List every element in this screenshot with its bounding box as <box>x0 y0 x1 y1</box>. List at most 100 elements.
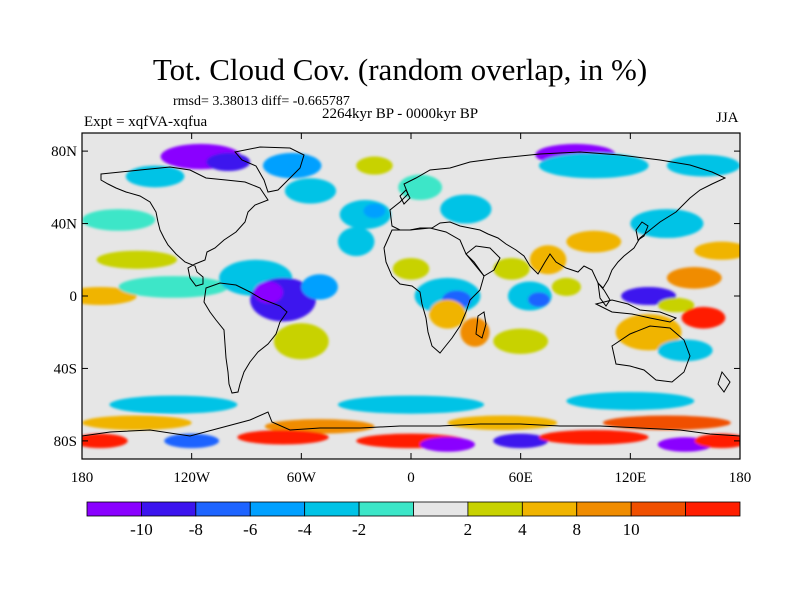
anomaly-region-23 <box>337 227 375 257</box>
anomaly-region-15 <box>96 250 178 269</box>
coast-south-america <box>203 282 288 394</box>
anomaly-region-31 <box>527 292 550 307</box>
x-tick-label: 0 <box>407 470 415 486</box>
anomaly-region-50 <box>602 415 731 431</box>
anomaly-region-51 <box>82 433 128 449</box>
colorbar-label: -4 <box>298 520 313 539</box>
colorbar-label: -8 <box>189 520 203 539</box>
coast-japan <box>635 221 649 241</box>
anomaly-region-24 <box>392 257 430 280</box>
anomaly-region-46 <box>566 391 695 411</box>
season-label: JJA <box>716 110 739 126</box>
anomaly-region-52 <box>164 433 220 449</box>
colorbar-swatch-8 <box>467 501 523 517</box>
anomaly-region-16 <box>82 286 137 306</box>
anomaly-region-59 <box>694 433 740 449</box>
colorbar-swatch-5 <box>304 501 360 517</box>
anomaly-region-27 <box>460 317 490 347</box>
anomaly-region-56 <box>493 433 549 449</box>
anomaly-region-34 <box>493 328 549 354</box>
anomaly-region-28 <box>429 299 466 329</box>
colorbar-swatch-6 <box>358 501 414 517</box>
anomaly-region-57 <box>538 430 649 445</box>
coast-arabia <box>465 245 501 277</box>
colorbar-label: 4 <box>518 520 527 539</box>
colorbar-swatch-1 <box>86 501 142 517</box>
colorbar-swatch-3 <box>195 501 251 517</box>
anomaly-region-42 <box>615 314 682 351</box>
coast-indonesia <box>594 299 678 323</box>
colorbar-swatch-2 <box>141 501 197 517</box>
colorbar-label: -6 <box>243 520 257 539</box>
anomaly-region-41 <box>681 306 726 329</box>
coast-britain <box>399 189 411 205</box>
anomaly-region-14 <box>82 209 156 231</box>
coast-eurasia <box>389 151 727 289</box>
colorbar-swatch-11 <box>630 501 686 517</box>
anomaly-region-45 <box>337 395 485 414</box>
anomaly-region-55 <box>420 437 475 452</box>
coast-new-zealand <box>717 370 731 393</box>
x-tick-label: 60W <box>287 470 317 486</box>
colorbar-swatch-12 <box>685 501 741 517</box>
anomaly-region-2 <box>206 152 251 172</box>
coast-madagascar <box>475 311 487 339</box>
anomaly-region-33 <box>551 277 581 297</box>
anomaly-region-32 <box>529 245 567 275</box>
anomaly-region-13 <box>398 174 443 201</box>
anomaly-region-21 <box>301 274 338 300</box>
coast-indochina <box>597 281 611 307</box>
x-tick-label: 180 <box>729 470 752 486</box>
colorbar-label: -10 <box>130 520 153 539</box>
anomaly-region-20 <box>253 281 284 304</box>
anomaly-region-53 <box>237 430 329 445</box>
anomaly-region-17 <box>118 276 229 298</box>
anomaly-region-10 <box>538 152 649 179</box>
coast-africa <box>383 227 485 354</box>
colorbar-label: 10 <box>623 520 640 539</box>
plot-title: Tot. Cloud Cov. (random overlap, in %) <box>152 52 648 87</box>
anomaly-region-40 <box>657 297 695 313</box>
anomaly-region-8 <box>440 194 492 224</box>
y-tick-label: 80N <box>51 144 77 160</box>
anomaly-region-11 <box>666 154 740 177</box>
x-tick-label: 120E <box>614 470 646 486</box>
coastlines <box>82 146 740 437</box>
x-tick-label: 120W <box>173 470 211 486</box>
x-tick-label: 180 <box>71 470 94 486</box>
anomaly-region-29 <box>493 257 530 280</box>
longitude-axis: 180 120W 60W 0 60E 120E 180 <box>71 133 752 486</box>
anomaly-region-5 <box>284 178 337 204</box>
anomaly-region-49 <box>447 415 558 431</box>
anomaly-region-35 <box>566 230 622 253</box>
coast-australia <box>611 325 691 383</box>
anomaly-region-12 <box>356 156 393 175</box>
colorbar-label: 8 <box>573 520 582 539</box>
anomaly-region-3 <box>262 152 322 179</box>
coast-greenland <box>234 146 305 193</box>
anomaly-region-43 <box>657 339 713 362</box>
x-tick-label: 60E <box>509 470 533 486</box>
anomaly-region-44 <box>109 395 238 414</box>
coast-north-america <box>100 166 269 287</box>
rmsd-diff-text: rmsd= 3.38013 diff= -0.665787 <box>173 94 350 109</box>
y-tick-label: 40N <box>51 217 77 233</box>
colorbar-swatch-4 <box>249 501 306 517</box>
period-text: 2264kyr BP - 0000kyr BP <box>322 106 479 122</box>
anomaly-region-4 <box>125 165 185 188</box>
anomaly-region-7 <box>363 203 386 219</box>
cloud-anomaly-field <box>82 143 740 452</box>
experiment-label: Expt = xqfVA-xqfua <box>84 114 208 130</box>
anomaly-region-38 <box>694 241 740 260</box>
colorbar-label: 2 <box>464 520 473 539</box>
y-tick-label: 40S <box>54 361 77 377</box>
colorbar-swatch-10 <box>576 501 632 517</box>
colorbar-swatch-9 <box>521 501 578 517</box>
colorbar-label: -2 <box>352 520 366 539</box>
latitude-axis: 80N 40N 0 40S 80S <box>51 144 740 450</box>
anomaly-region-22 <box>273 323 329 360</box>
anomaly-region-47 <box>82 415 192 431</box>
y-tick-label: 80S <box>54 434 77 450</box>
y-tick-label: 0 <box>70 289 78 305</box>
